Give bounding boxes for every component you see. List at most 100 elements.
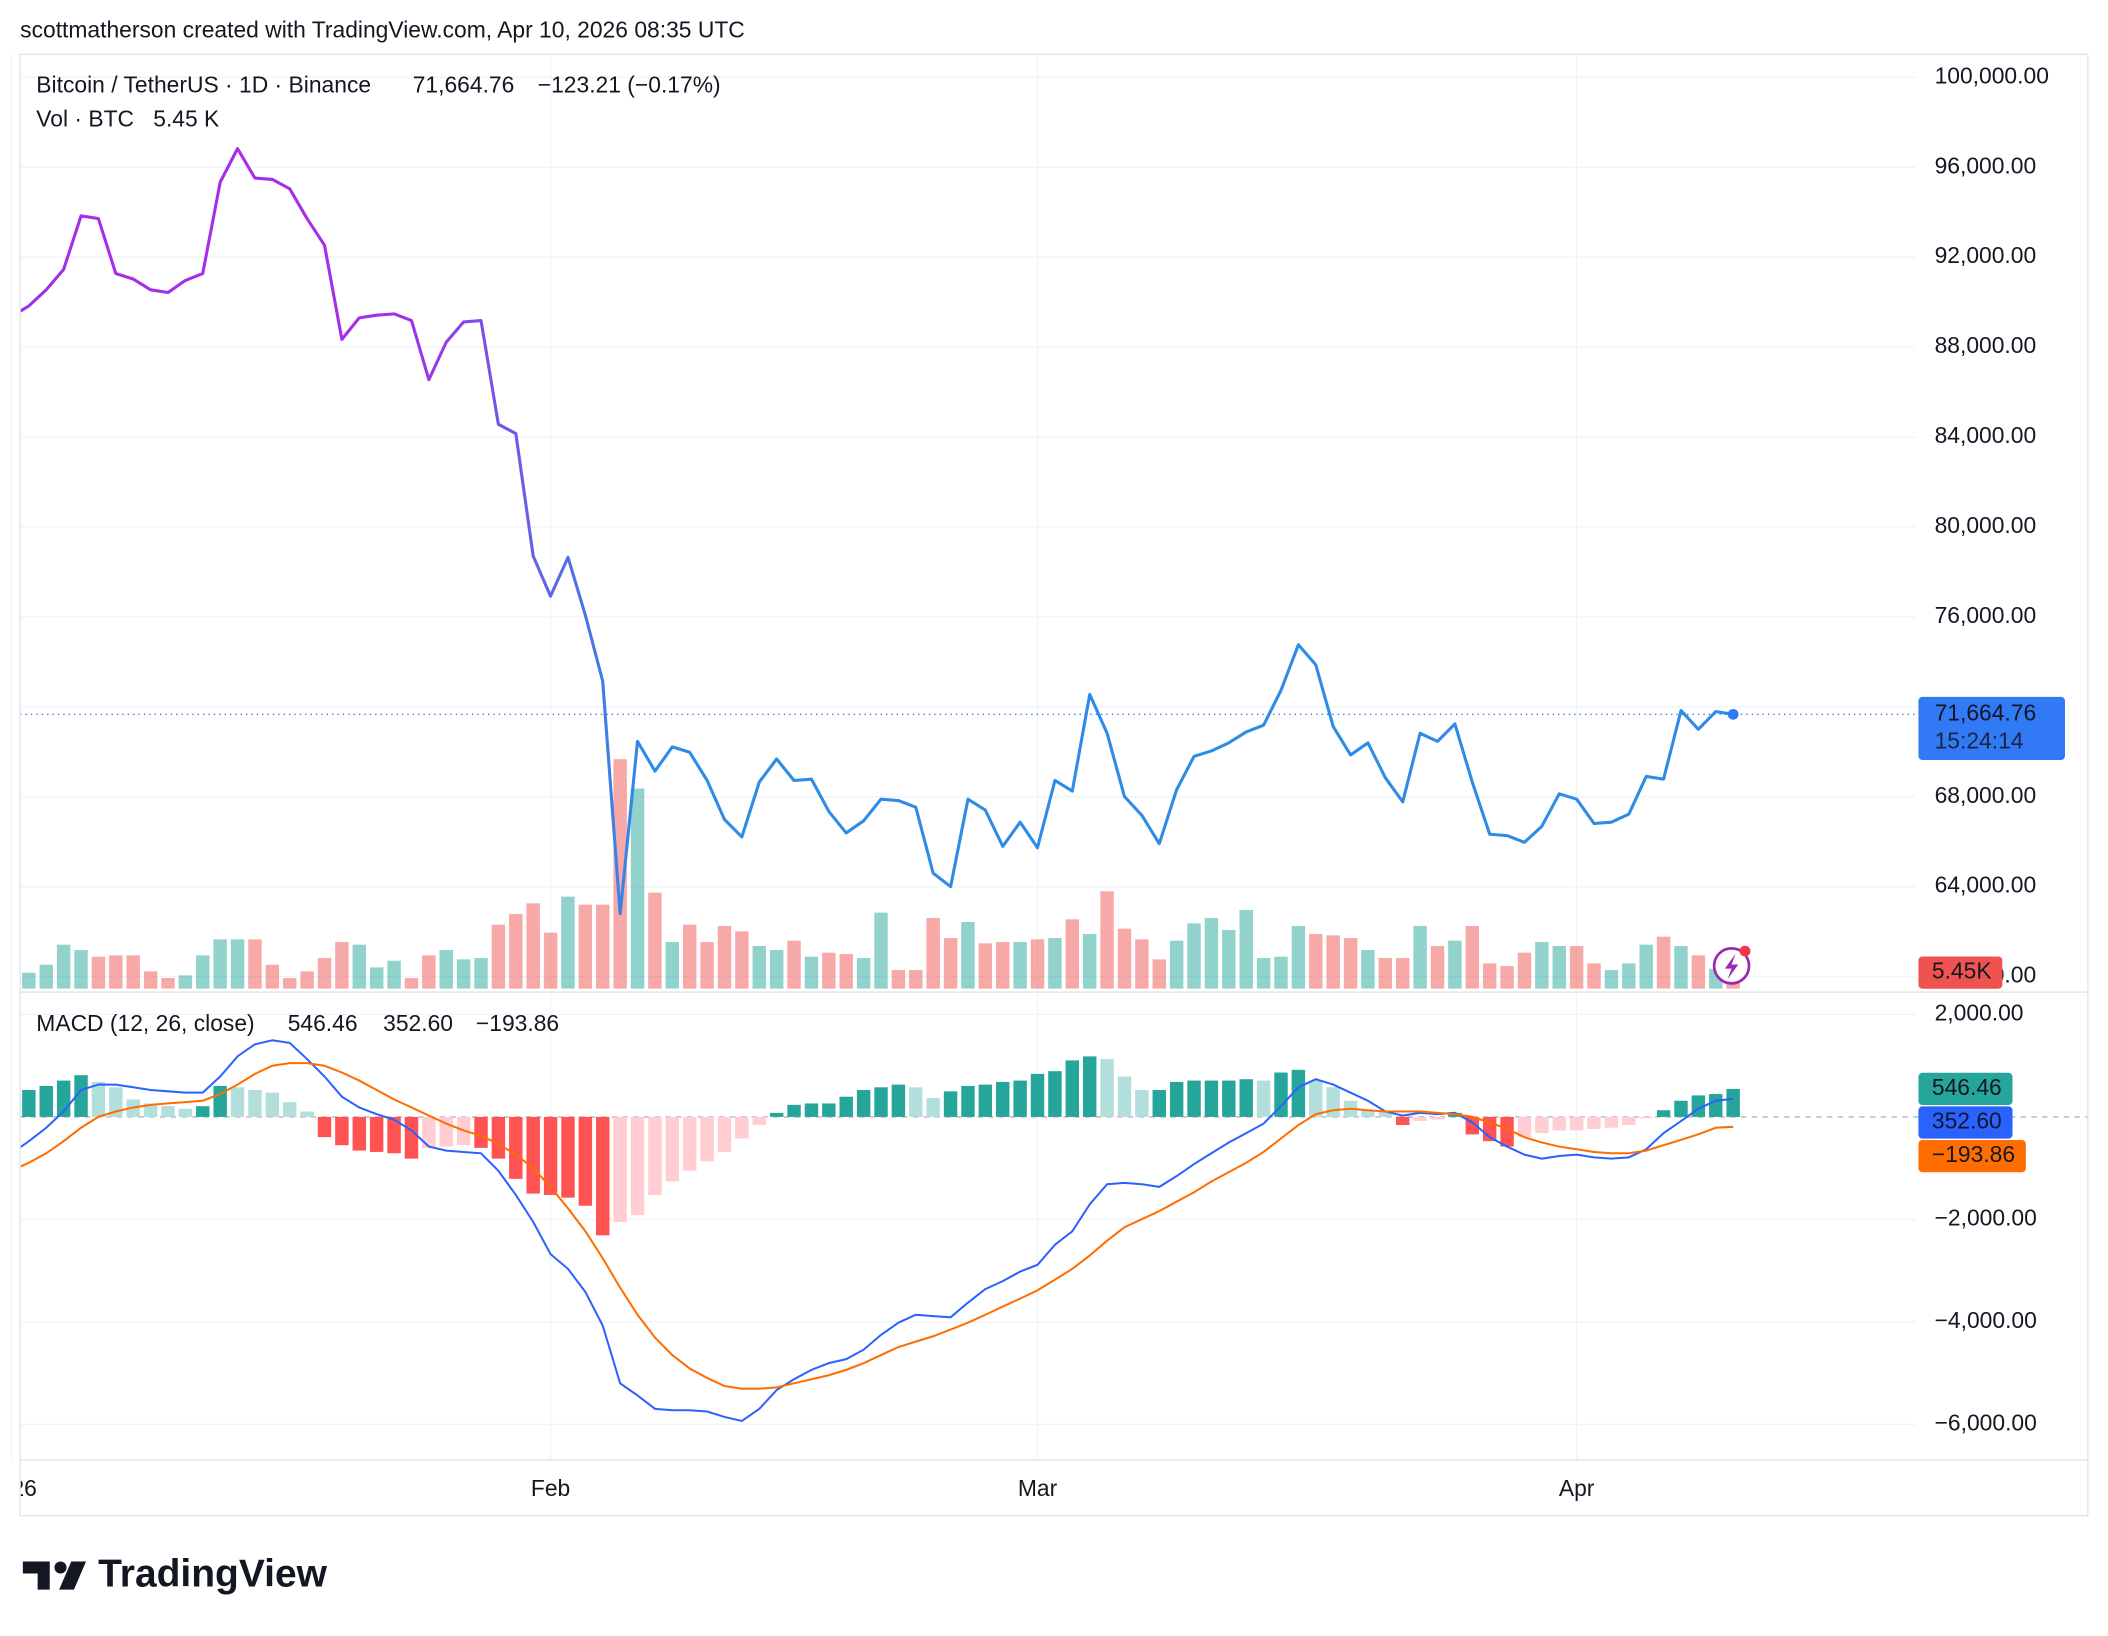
volume-bar bbox=[1378, 958, 1393, 989]
volume-bar bbox=[474, 958, 488, 989]
volume-bar bbox=[143, 971, 158, 989]
histogram-bar bbox=[369, 1116, 384, 1152]
y-tick-label: −6,000.00 bbox=[1935, 1409, 2037, 1435]
histogram-bar bbox=[526, 1116, 540, 1194]
histogram-bar bbox=[1604, 1116, 1619, 1128]
histogram-bar bbox=[1709, 1094, 1723, 1117]
histogram-bar bbox=[682, 1116, 697, 1171]
volume-bar bbox=[682, 924, 697, 989]
histogram-bar bbox=[1100, 1059, 1114, 1117]
volume-bar bbox=[1361, 950, 1375, 989]
volume-bar bbox=[1656, 936, 1671, 989]
volume-bar bbox=[613, 759, 627, 989]
y-tick-label: 100,000.00 bbox=[1935, 62, 2049, 88]
histogram-bar bbox=[1065, 1060, 1080, 1117]
histogram-bar bbox=[648, 1116, 662, 1195]
countdown-text: 15:24:14 bbox=[1935, 728, 2024, 754]
legend-last-price: 71,664.76 bbox=[413, 72, 515, 98]
histogram-bar bbox=[1082, 1056, 1097, 1117]
volume-bar bbox=[1204, 917, 1219, 989]
x-tick-label: 2026 bbox=[0, 1475, 37, 1501]
histogram-bar bbox=[1396, 1116, 1410, 1126]
volume-bar bbox=[1622, 963, 1636, 989]
histogram-bar bbox=[891, 1084, 906, 1117]
value-tag bbox=[1918, 1072, 2013, 1106]
histogram-bar bbox=[143, 1103, 158, 1117]
histogram-bar bbox=[1187, 1080, 1201, 1117]
price-tag-text: 71,664.76 bbox=[1935, 699, 2037, 725]
price-axis: 60,000.0064,000.0068,000.0072,000.0076,0… bbox=[1918, 62, 2065, 1435]
volume-bar bbox=[178, 975, 193, 989]
histogram-bar bbox=[926, 1098, 940, 1117]
histogram-bar bbox=[1413, 1116, 1427, 1121]
histogram-bar bbox=[109, 1087, 123, 1117]
volume-bar bbox=[1030, 939, 1045, 989]
volume-bar bbox=[1274, 956, 1288, 989]
histogram-bar bbox=[1430, 1116, 1445, 1120]
volume-bar bbox=[91, 956, 106, 989]
volume-bar bbox=[213, 939, 227, 989]
histogram-bar bbox=[178, 1108, 193, 1117]
histogram-bar bbox=[1500, 1116, 1514, 1147]
volume-bar bbox=[1239, 909, 1253, 989]
volume-bar bbox=[196, 955, 210, 989]
volume-bar bbox=[335, 942, 349, 989]
histogram-bar bbox=[39, 1085, 53, 1117]
macd-title: MACD (12, 26, close) bbox=[36, 1010, 254, 1036]
volume-bar bbox=[1082, 934, 1097, 989]
volume-title: Vol · BTC bbox=[36, 105, 134, 131]
volume-bar bbox=[352, 944, 367, 989]
y-tick-label: 68,000.00 bbox=[1935, 782, 2037, 808]
histogram-bar bbox=[1152, 1090, 1166, 1117]
histogram-bar bbox=[1639, 1116, 1653, 1119]
volume-bar bbox=[1187, 923, 1201, 989]
histogram-bar bbox=[543, 1116, 558, 1195]
frame bbox=[19, 53, 2089, 1517]
volume-bar bbox=[1326, 935, 1340, 989]
volume-bar bbox=[1569, 946, 1584, 989]
histogram-bar bbox=[474, 1116, 488, 1148]
volume-bar bbox=[804, 956, 819, 989]
volume-bar bbox=[404, 978, 419, 989]
histogram-bar bbox=[1013, 1080, 1027, 1117]
volume-bar bbox=[491, 924, 506, 989]
histogram-bar bbox=[1048, 1071, 1062, 1117]
histogram-bar bbox=[996, 1081, 1010, 1117]
legend-macd: 352.60 bbox=[383, 1010, 453, 1036]
histogram-bar bbox=[822, 1103, 836, 1117]
histogram-bar bbox=[630, 1116, 645, 1216]
brand-logo: TradingView bbox=[22, 1553, 328, 1596]
symbol-title: Bitcoin / TetherUS · 1D · Binance bbox=[36, 72, 371, 98]
x-tick-label: Mar bbox=[1018, 1475, 1058, 1501]
price-tag: 71,664.76 15:24:14 bbox=[1918, 696, 2065, 761]
volume-bar bbox=[543, 932, 558, 989]
histogram-bar bbox=[578, 1116, 593, 1206]
histogram-bar bbox=[1552, 1116, 1566, 1131]
histogram-bar bbox=[1361, 1110, 1375, 1117]
histogram-bar bbox=[1726, 1088, 1740, 1117]
volume-bar bbox=[422, 955, 436, 989]
volume-bar bbox=[978, 943, 993, 989]
volume-bar bbox=[665, 942, 680, 989]
volume-bar bbox=[1639, 944, 1653, 989]
volume-bar bbox=[1500, 966, 1514, 989]
histogram-bar bbox=[613, 1116, 627, 1222]
time-axis: 2026 Feb Mar Apr bbox=[0, 1475, 1595, 1501]
histogram-bar bbox=[509, 1116, 523, 1179]
volume-bar bbox=[282, 978, 297, 989]
legend-volume: 5.45 K bbox=[153, 105, 219, 131]
y-tick-label: 2,000.00 bbox=[1935, 999, 2024, 1025]
alert-icon[interactable] bbox=[1712, 945, 1751, 985]
histogram-bar bbox=[1569, 1116, 1584, 1131]
histogram-bar bbox=[335, 1116, 349, 1146]
histogram-bar bbox=[161, 1106, 175, 1117]
histogram-bar bbox=[752, 1116, 766, 1126]
value-tag bbox=[1918, 1106, 2013, 1139]
histogram-bar bbox=[387, 1116, 401, 1154]
volume-bar bbox=[1309, 934, 1323, 989]
volume-bar bbox=[1552, 946, 1566, 989]
volume-bar bbox=[648, 892, 662, 989]
histogram-bar bbox=[1309, 1080, 1323, 1117]
